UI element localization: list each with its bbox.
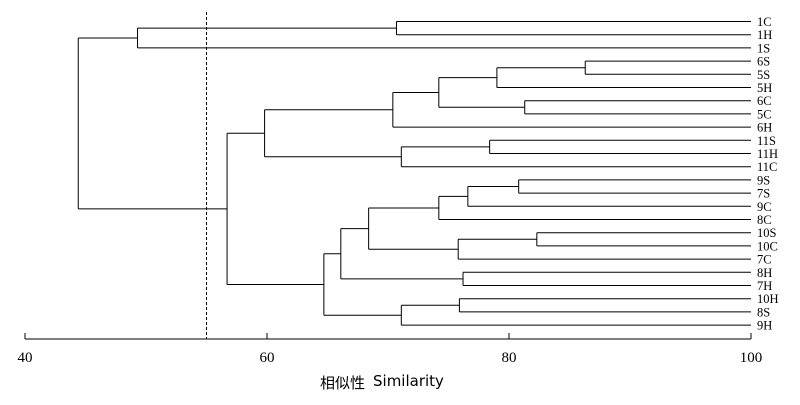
x-tick-label: 80	[502, 350, 517, 366]
leaf-label: 10H	[757, 292, 779, 306]
leaf-label: 5C	[757, 107, 772, 121]
x-tick-label: 60	[260, 350, 275, 366]
leaf-label: 8C	[757, 213, 772, 227]
leaf-label: 9S	[757, 173, 770, 187]
leaf-label: 9C	[757, 200, 772, 214]
leaf-label: 6S	[757, 55, 770, 69]
leaf-label: 7H	[757, 279, 772, 293]
x-axis-title-cn: 相似性	[320, 374, 366, 392]
leaf-label: 1C	[757, 15, 772, 29]
leaf-label: 6H	[757, 121, 772, 135]
dendrogram-branches	[77, 21, 751, 326]
leaf-label: 8H	[757, 266, 772, 280]
leaf-labels: 1C1H1S6S5S5H6C5C6H11S11H11C9S7S9C8C10S10…	[757, 15, 779, 333]
leaf-label: 9H	[757, 319, 772, 333]
leaf-label: 7S	[757, 187, 770, 201]
leaf-label: 5H	[757, 81, 772, 95]
leaf-label: 11C	[757, 160, 777, 174]
leaf-label: 1S	[757, 41, 770, 55]
x-tick-label: 40	[18, 350, 33, 366]
leaf-label: 7C	[757, 253, 772, 267]
x-axis-title: 相似性 Similarity	[0, 370, 800, 396]
leaf-label: 8S	[757, 305, 770, 319]
leaf-label: 10C	[757, 239, 778, 253]
leaf-label: 1H	[757, 28, 772, 42]
x-axis-title-en: Similarity	[373, 372, 444, 390]
x-tick-label: 100	[740, 350, 763, 366]
leaf-label: 10S	[757, 226, 777, 240]
leaf-label: 6C	[757, 94, 772, 108]
leaf-label: 11H	[757, 147, 778, 161]
leaf-label: 5S	[757, 68, 770, 82]
x-axis: 40 60 80 100	[18, 333, 763, 366]
leaf-label: 11S	[757, 134, 776, 148]
